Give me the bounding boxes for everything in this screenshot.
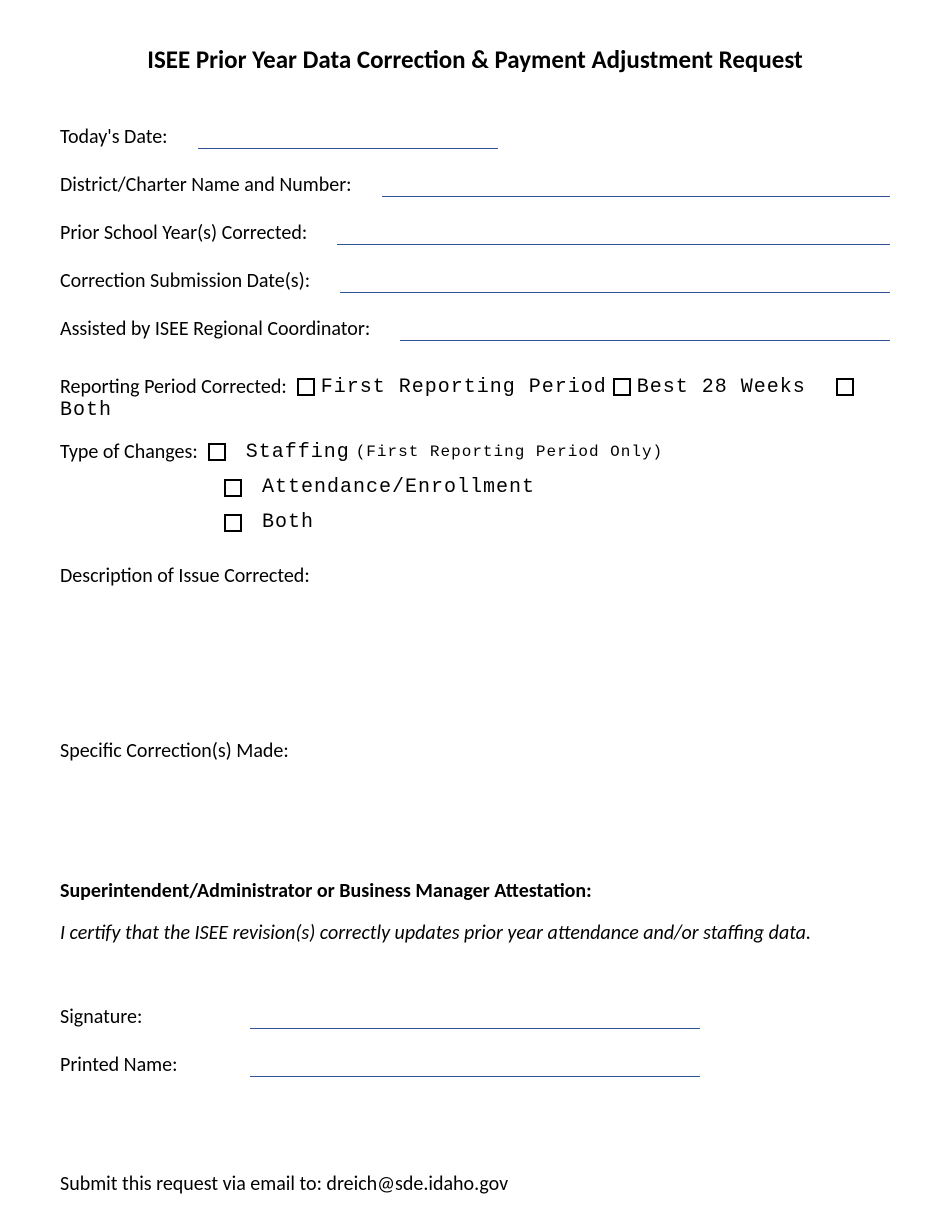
both-changes-checkbox[interactable] <box>224 514 242 532</box>
staffing-note: (First Reporting Period Only) <box>356 443 663 461</box>
changes-attendance-row: Attendance/Enrollment <box>218 476 890 499</box>
assisted-by-label: Assisted by ISEE Regional Coordinator: <box>60 317 380 341</box>
staffing-label: Staffing <box>246 441 350 464</box>
description-area[interactable] <box>60 594 890 709</box>
first-reporting-label: First Reporting Period <box>321 376 607 399</box>
first-reporting-checkbox[interactable] <box>297 378 315 396</box>
submission-date-row: Correction Submission Date(s): <box>60 269 890 293</box>
signature-row: Signature: <box>60 1005 890 1029</box>
prior-year-input[interactable] <box>337 223 890 245</box>
staffing-checkbox[interactable] <box>208 443 226 461</box>
signature-label: Signature: <box>60 1005 200 1029</box>
district-row: District/Charter Name and Number: <box>60 173 890 197</box>
attendance-checkbox[interactable] <box>224 479 242 497</box>
todays-date-row: Today's Date: <box>60 125 890 149</box>
printed-name-input[interactable] <box>250 1055 700 1077</box>
printed-name-row: Printed Name: <box>60 1041 890 1077</box>
changes-label: Type of Changes: <box>60 440 198 464</box>
prior-year-row: Prior School Year(s) Corrected: <box>60 221 890 245</box>
description-label: Description of Issue Corrected: <box>60 564 890 588</box>
best28-checkbox[interactable] <box>613 378 631 396</box>
both-period-checkbox[interactable] <box>836 378 854 396</box>
submission-date-input[interactable] <box>340 271 890 293</box>
changes-both-row: Both <box>218 511 890 534</box>
both-changes-label: Both <box>262 511 314 534</box>
attendance-label: Attendance/Enrollment <box>262 476 535 499</box>
specific-label: Specific Correction(s) Made: <box>60 739 890 763</box>
attestation-heading: Superintendent/Administrator or Business… <box>60 879 890 903</box>
printed-name-label: Printed Name: <box>60 1053 200 1077</box>
todays-date-input[interactable] <box>198 127 498 149</box>
submit-instruction: Submit this request via email to: dreich… <box>60 1172 890 1196</box>
prior-year-label: Prior School Year(s) Corrected: <box>60 221 317 245</box>
reporting-period-row: Reporting Period Corrected: First Report… <box>60 375 890 422</box>
form-title: ISEE Prior Year Data Correction & Paymen… <box>60 44 890 75</box>
both-period-label: Both <box>60 399 112 422</box>
district-input[interactable] <box>382 175 890 197</box>
submission-date-label: Correction Submission Date(s): <box>60 269 320 293</box>
best28-label: Best 28 Weeks <box>637 376 806 399</box>
district-label: District/Charter Name and Number: <box>60 173 362 197</box>
attestation-body: I certify that the ISEE revision(s) corr… <box>60 921 890 945</box>
signature-input[interactable] <box>250 1007 700 1029</box>
changes-staffing-row: Type of Changes: Staffing (First Reporti… <box>60 440 890 464</box>
todays-date-label: Today's Date: <box>60 125 178 149</box>
assisted-by-row: Assisted by ISEE Regional Coordinator: <box>60 317 890 341</box>
assisted-by-input[interactable] <box>400 319 890 341</box>
reporting-period-label: Reporting Period Corrected: <box>60 375 287 399</box>
specific-area[interactable] <box>60 769 890 859</box>
